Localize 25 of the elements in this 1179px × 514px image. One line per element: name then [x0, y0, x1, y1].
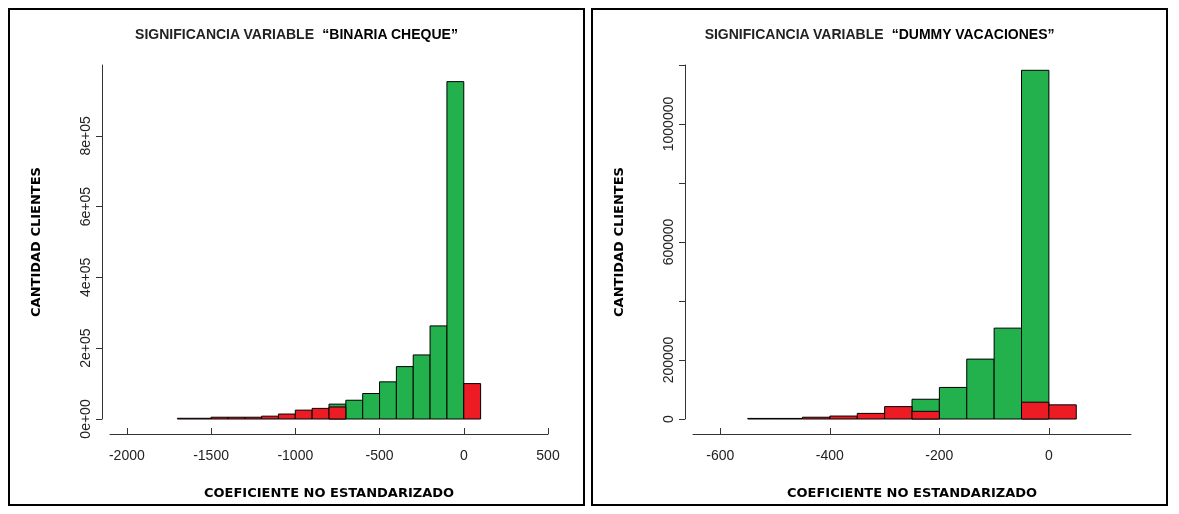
y-tick-label: 600000 — [660, 218, 676, 266]
x-tick-label: -600 — [706, 447, 735, 463]
x-tick-label: -500 — [365, 447, 394, 463]
y-axis-title: CANTIDAD CLIENTES — [611, 167, 626, 317]
chart-title: SIGNIFICANCIA VARIABLE “BINARIA CHEQUE” — [135, 26, 458, 42]
x-tick-label: 500 — [536, 447, 560, 463]
x-tick-label: -200 — [925, 447, 954, 463]
y-tick-label: 4e+05 — [77, 257, 93, 298]
x-axis-title: COEFICIENTE NO ESTANDARIZADO — [203, 485, 455, 500]
y-axis-title: CANTIDAD CLIENTES — [28, 167, 43, 317]
y-tick-label: 200000 — [660, 336, 676, 384]
x-tick-label: -1500 — [193, 447, 230, 463]
x-tick-label: -1000 — [277, 447, 314, 463]
x-tick-label: 0 — [459, 447, 468, 463]
y-tick-label: 2e+05 — [77, 328, 93, 368]
x-tick-label: -400 — [815, 447, 845, 463]
y-tick-label: 0e+00 — [77, 399, 93, 439]
y-tick-label: 1000000 — [660, 96, 676, 152]
x-tick-label: -2000 — [108, 447, 145, 463]
y-tick-label: 8e+05 — [77, 115, 93, 156]
chart-title: SIGNIFICANCIA VARIABLE “DUMMY VACACIONES” — [704, 26, 1055, 42]
y-tick-label: 0 — [660, 414, 676, 423]
x-tick-label: 0 — [1044, 447, 1053, 463]
x-axis-title: COEFICIENTE NO ESTANDARIZADO — [786, 485, 1038, 500]
y-tick-label: 6e+05 — [77, 186, 93, 227]
